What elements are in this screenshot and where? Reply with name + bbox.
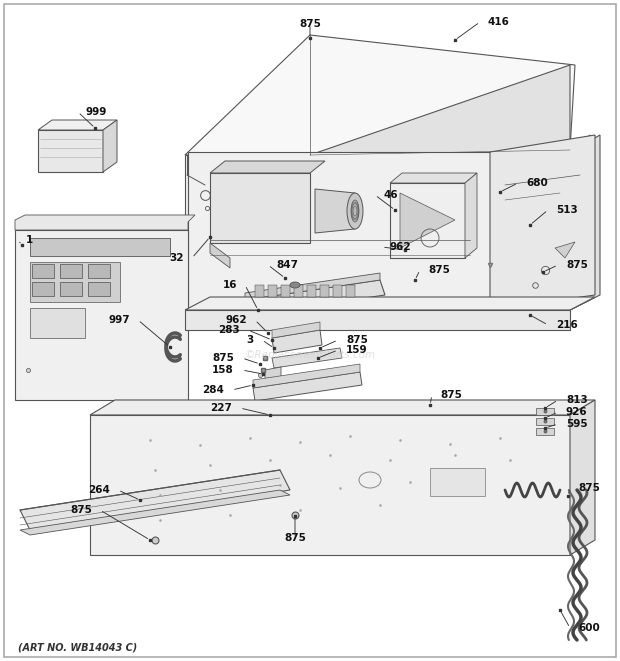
Text: 999: 999 — [86, 107, 107, 117]
Text: 600: 600 — [578, 623, 600, 633]
Text: 158: 158 — [212, 365, 234, 375]
Polygon shape — [210, 243, 230, 268]
Bar — [430, 468, 485, 496]
Bar — [536, 428, 554, 435]
Text: ©ReplacementParts.com: ©ReplacementParts.com — [244, 350, 376, 360]
Bar — [255, 285, 264, 297]
Text: 875: 875 — [440, 390, 462, 400]
Text: (ART NO. WB14043 C): (ART NO. WB14043 C) — [18, 643, 137, 653]
Bar — [346, 285, 355, 297]
Text: 847: 847 — [276, 260, 298, 270]
Bar — [307, 285, 316, 297]
Ellipse shape — [347, 193, 363, 229]
Text: 159: 159 — [346, 345, 368, 355]
Polygon shape — [20, 470, 290, 530]
Polygon shape — [210, 161, 325, 173]
Polygon shape — [185, 35, 575, 155]
Polygon shape — [38, 120, 117, 130]
Polygon shape — [315, 189, 355, 233]
Text: 3: 3 — [247, 335, 254, 345]
Text: 875: 875 — [299, 19, 321, 29]
Bar — [88, 282, 110, 296]
Text: 227: 227 — [210, 403, 232, 413]
Text: 813: 813 — [566, 395, 588, 405]
Text: 875: 875 — [346, 335, 368, 345]
Bar — [320, 285, 329, 297]
Polygon shape — [15, 215, 195, 230]
Ellipse shape — [290, 282, 300, 288]
Bar — [32, 264, 54, 278]
Polygon shape — [185, 310, 570, 330]
Bar — [268, 285, 277, 297]
Polygon shape — [265, 367, 281, 383]
Polygon shape — [248, 305, 268, 323]
Text: 680: 680 — [526, 178, 547, 188]
Text: 875: 875 — [428, 265, 450, 275]
Text: 216: 216 — [556, 320, 578, 330]
Bar — [294, 285, 303, 297]
Polygon shape — [390, 183, 465, 258]
Polygon shape — [272, 408, 313, 425]
Polygon shape — [390, 173, 477, 183]
Polygon shape — [188, 152, 570, 310]
Polygon shape — [15, 230, 188, 400]
Polygon shape — [272, 322, 320, 338]
Polygon shape — [272, 348, 342, 368]
Polygon shape — [185, 155, 310, 310]
Polygon shape — [90, 400, 595, 415]
Text: 32: 32 — [169, 253, 184, 263]
Polygon shape — [570, 400, 595, 555]
Bar — [60, 282, 82, 296]
Bar — [60, 264, 82, 278]
Bar — [32, 282, 54, 296]
Polygon shape — [103, 120, 117, 172]
Text: 926: 926 — [566, 407, 588, 417]
Ellipse shape — [351, 200, 359, 222]
Polygon shape — [210, 173, 310, 243]
Text: 264: 264 — [88, 485, 110, 495]
Polygon shape — [570, 135, 600, 310]
Text: 875: 875 — [578, 483, 600, 493]
Text: 16: 16 — [223, 280, 237, 290]
Polygon shape — [253, 372, 362, 401]
Polygon shape — [253, 364, 360, 388]
Text: 875: 875 — [284, 533, 306, 543]
Polygon shape — [555, 242, 575, 258]
Polygon shape — [90, 415, 570, 555]
Text: 997: 997 — [108, 315, 130, 325]
Polygon shape — [490, 135, 595, 310]
Text: 875: 875 — [70, 505, 92, 515]
Text: 284: 284 — [202, 385, 224, 395]
Polygon shape — [20, 490, 290, 535]
Text: 962: 962 — [226, 315, 247, 325]
Text: 513: 513 — [556, 205, 578, 215]
Bar — [281, 285, 290, 297]
Text: 875: 875 — [566, 260, 588, 270]
Text: 595: 595 — [566, 419, 588, 429]
Text: 875: 875 — [212, 353, 234, 363]
Polygon shape — [245, 273, 380, 300]
Bar — [88, 264, 110, 278]
Bar — [536, 418, 554, 425]
Text: 46: 46 — [383, 190, 397, 200]
Bar — [30, 262, 120, 302]
Text: 283: 283 — [218, 325, 240, 335]
Bar — [30, 308, 85, 338]
Polygon shape — [245, 280, 385, 315]
Text: 962: 962 — [390, 242, 412, 252]
Polygon shape — [400, 193, 455, 248]
Polygon shape — [272, 330, 322, 353]
Text: 1: 1 — [26, 235, 33, 245]
Polygon shape — [38, 130, 103, 172]
Bar — [333, 285, 342, 297]
Polygon shape — [310, 65, 570, 310]
Polygon shape — [185, 297, 595, 310]
Polygon shape — [570, 135, 590, 310]
Text: 416: 416 — [488, 17, 510, 27]
Bar — [536, 408, 554, 415]
Bar — [30, 238, 170, 256]
Polygon shape — [465, 173, 477, 258]
